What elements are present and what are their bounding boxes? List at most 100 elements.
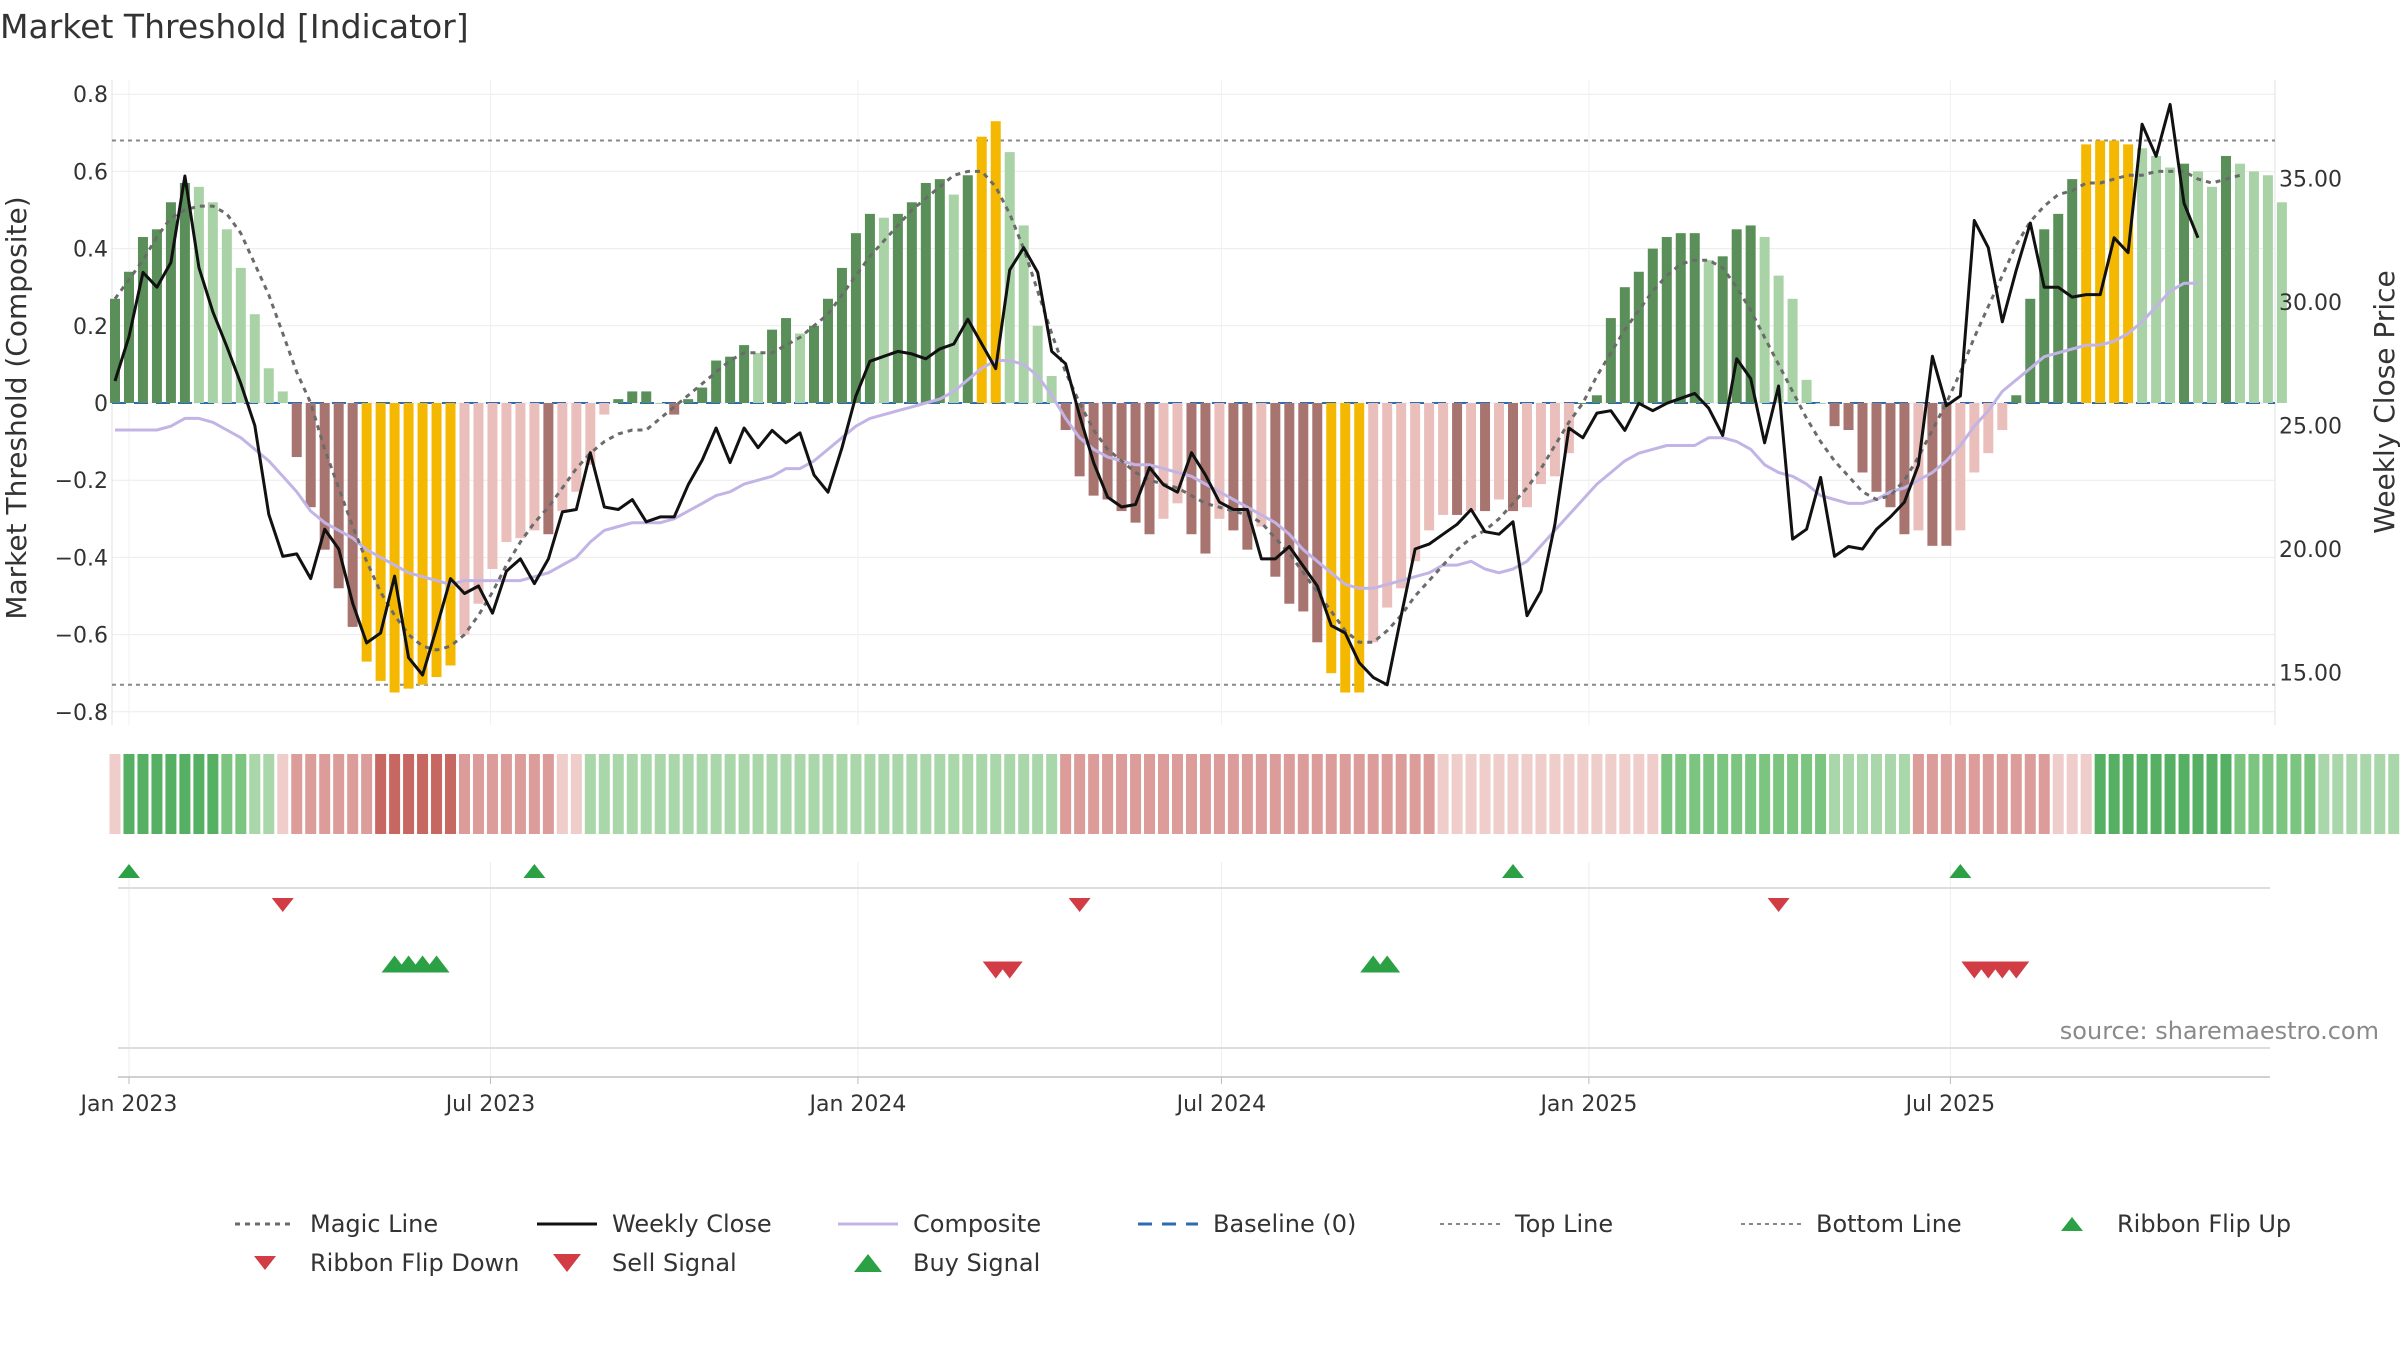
threshold-bar (809, 325, 819, 403)
threshold-bar (892, 213, 903, 403)
threshold-bar (1703, 260, 1714, 403)
threshold-bar (571, 403, 582, 492)
threshold-bar (1270, 403, 1281, 577)
ribbon-cell (1926, 754, 1938, 834)
ribbon-cell (2136, 754, 2148, 834)
ribbon-cell (459, 754, 470, 834)
ribbon-cell (179, 754, 191, 834)
threshold-bar (1424, 403, 1435, 531)
threshold-bar (1829, 403, 1840, 427)
ribbon-cell (1689, 754, 1701, 834)
y2-axis-label: Weekly Close Price (2368, 270, 2400, 533)
threshold-bar (2123, 144, 2134, 403)
composite-bars (110, 121, 2287, 693)
y2-tick-label: 20.00 (2279, 538, 2342, 563)
legend: Magic Line Weekly Close Composite Baseline … (235, 1210, 2291, 1277)
ribbon-cell (1996, 754, 2008, 834)
threshold-bar (1535, 403, 1546, 485)
threshold-bar (781, 318, 792, 403)
ribbon-cell (920, 754, 932, 834)
threshold-bar (207, 202, 218, 403)
threshold-bar (1228, 403, 1239, 531)
threshold-bar (934, 179, 945, 403)
threshold-bar (990, 121, 1001, 403)
threshold-bar (2109, 140, 2120, 403)
ribbon-cell (1088, 754, 1100, 834)
threshold-bar (417, 403, 428, 685)
ribbon-cell (1968, 754, 1980, 834)
threshold-bar (599, 403, 610, 415)
threshold-bar (1508, 403, 1518, 512)
threshold-bar (1801, 379, 1812, 403)
threshold-bar (1186, 403, 1197, 535)
threshold-bar (1396, 403, 1407, 589)
y2-tick-label: 35.00 (2279, 168, 2342, 193)
threshold-bar (445, 403, 456, 666)
threshold-bar (1116, 403, 1127, 512)
threshold-bar (1731, 229, 1742, 403)
ribbon-cell (2346, 754, 2358, 834)
ribbon-cell (2276, 754, 2288, 834)
ribbon-cell (1185, 754, 1197, 834)
ribbon-cell (2388, 754, 2400, 834)
threshold-bar (2262, 175, 2273, 403)
ribbon-cell (1731, 754, 1743, 834)
ribbon-cell (878, 754, 890, 834)
threshold-bar (165, 202, 176, 403)
ribbon-cell (598, 754, 610, 834)
threshold-bar (1843, 403, 1854, 431)
threshold-bar (2095, 140, 2106, 403)
ribbon-cell (403, 754, 415, 834)
ribbon-cell (1940, 754, 1952, 834)
threshold-bar (1885, 403, 1896, 508)
ribbon-cell (1759, 754, 1771, 834)
threshold-bar (1102, 403, 1113, 500)
threshold-bar (641, 391, 652, 403)
threshold-bar (1172, 403, 1183, 504)
threshold-bar (291, 403, 302, 458)
buy-signal-marker (1374, 955, 1401, 973)
threshold-bar (864, 213, 875, 403)
ribbon-cell (1032, 754, 1044, 834)
y-tick-label: 0.2 (73, 315, 108, 340)
threshold-bar (431, 403, 442, 678)
legend-swatch (854, 1254, 882, 1272)
threshold-bar (2151, 155, 2162, 403)
threshold-bar (1689, 233, 1700, 403)
weekly-close-line (113, 102, 2200, 687)
ribbon-cell (1619, 754, 1631, 834)
ribbon-cell (221, 754, 233, 834)
ribbon-cell (109, 754, 121, 834)
legend-label: Sell Signal (612, 1249, 737, 1277)
threshold-bar (529, 403, 540, 531)
threshold-bar (2165, 167, 2176, 403)
threshold-bar (1647, 248, 1658, 403)
ribbon-cell (1116, 754, 1128, 834)
ribbon-cell (1898, 754, 1910, 834)
ribbon-cell (528, 754, 540, 834)
threshold-bar (389, 403, 400, 693)
threshold-bar (1032, 325, 1043, 403)
ribbon-cell (291, 754, 303, 834)
right-axis: 35.00 30.00 25.00 20.00 15.00 (2279, 168, 2342, 687)
ribbon-cell (1563, 754, 1575, 834)
ribbon-cell (1227, 754, 1239, 834)
x-tick-label: Jan 2023 (79, 1092, 178, 1117)
ribbon-cell (1605, 754, 1617, 834)
threshold-bar (543, 403, 554, 535)
threshold-bar (459, 403, 470, 635)
threshold-bar (850, 233, 861, 403)
threshold-bar (375, 403, 386, 681)
threshold-bar (2137, 148, 2148, 403)
ribbon-cell (990, 754, 1002, 834)
threshold-bar (2039, 229, 2050, 403)
threshold-bar (1899, 403, 1910, 535)
ribbon-cell (1283, 754, 1295, 834)
threshold-bar (1200, 403, 1211, 554)
ribbon-cell (2192, 754, 2204, 834)
threshold-bar (1242, 403, 1253, 550)
ribbon-cell (2024, 754, 2036, 834)
ribbon-cell (1507, 754, 1519, 834)
legend-swatch (2061, 1217, 2083, 1231)
ribbon-cell (556, 754, 568, 834)
